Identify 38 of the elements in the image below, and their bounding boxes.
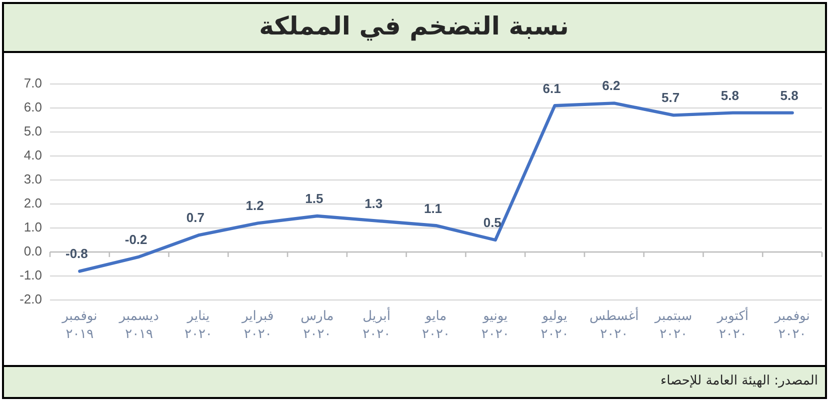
data-label: 1.1 [424, 200, 442, 217]
x-tick-label: أغسطس ٢٠٢٠ [590, 308, 639, 344]
y-tick-label: 5.0 [24, 124, 42, 140]
y-tick-label: -2.0 [20, 292, 42, 308]
data-label: 5.7 [661, 90, 680, 106]
y-tick-label: 2.0 [24, 196, 42, 212]
x-tick-label: مايو ٢٠٢٠ [422, 308, 450, 344]
data-label: -0.2 [124, 232, 148, 248]
x-tick-label: نوفمبر ٢٠٢٠ [774, 308, 810, 344]
x-tick-label: مارس ٢٠٢٠ [300, 308, 334, 344]
x-tick-label: فبراير ٢٠٢٠ [242, 308, 274, 344]
data-label: -0.8 [65, 246, 88, 262]
chart-title: نسبة التضخم في المملكة [259, 12, 569, 42]
x-tick-label: ديسمبر ٢٠١٩ [119, 308, 159, 344]
y-tick-label: 1.0 [24, 220, 42, 236]
x-tick-label: يونيو ٢٠٢٠ [481, 308, 510, 344]
text: المصدر: الهيئة العامة للإحصاء [660, 374, 818, 390]
y-tick-label: 0.0 [24, 244, 42, 260]
data-label: 1.3 [364, 196, 383, 212]
x-tick-label: سبتمبر ٢٠٢٠ [654, 308, 692, 344]
data-label: 0.7 [186, 210, 204, 226]
data-label: 1.2 [246, 198, 264, 214]
x-tick-label: أبريل ٢٠٢٠ [362, 308, 391, 344]
y-tick-label: 6.0 [24, 100, 42, 116]
y-tick-label: 4.0 [24, 148, 42, 164]
x-tick-label: يناير ٢٠٢٠ [184, 308, 212, 344]
data-label: 0.5 [483, 215, 502, 231]
y-tick-label: -1.0 [20, 268, 42, 284]
data-label: 6.1 [542, 80, 561, 97]
data-label: 5.8 [720, 88, 739, 104]
data-label: 6.2 [602, 78, 620, 94]
x-tick-label: يوليو ٢٠٢٠ [540, 308, 569, 344]
data-label: 5.8 [780, 88, 798, 104]
x-tick-label: أكتوبر ٢٠٢٠ [717, 308, 749, 344]
data-label: 1.5 [305, 191, 324, 207]
y-tick-label: 3.0 [24, 172, 42, 188]
x-tick-label: نوفمبر ٢٠١٩ [62, 308, 98, 344]
y-tick-label: 7.0 [24, 76, 42, 92]
